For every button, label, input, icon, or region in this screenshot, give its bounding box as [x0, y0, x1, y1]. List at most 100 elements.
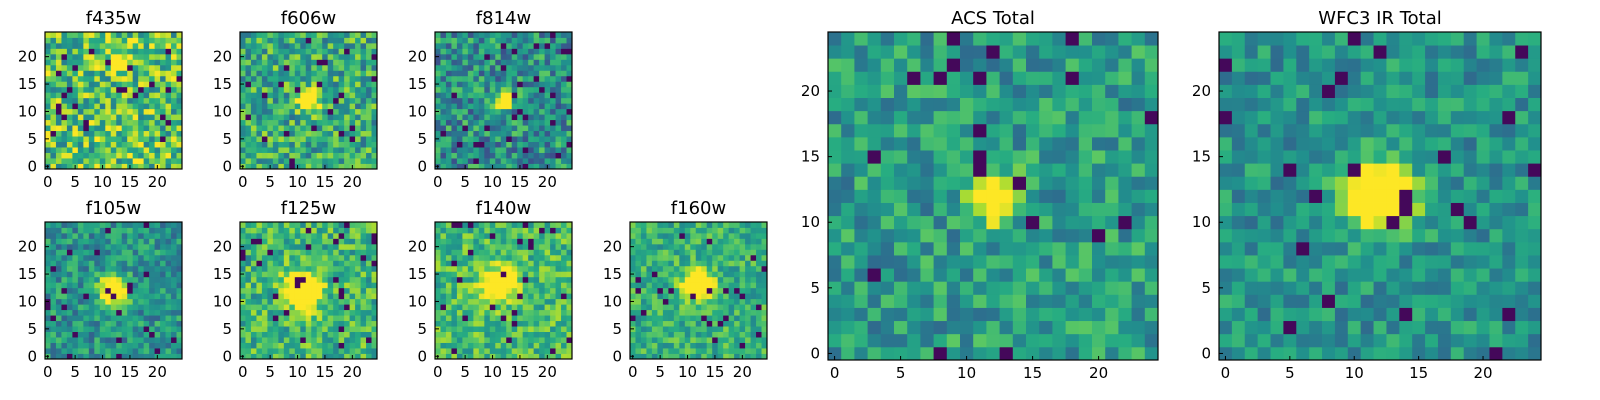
heatmap-cell	[841, 333, 855, 348]
heatmap-cell	[550, 254, 556, 261]
heatmap-cell	[88, 227, 95, 234]
heatmap-cell	[355, 222, 361, 228]
heatmap-cell	[360, 238, 367, 245]
heatmap-cell	[45, 64, 51, 71]
heatmap-cell	[316, 326, 323, 332]
heatmap-cell	[640, 232, 647, 239]
heatmap-cell	[311, 119, 318, 126]
heatmap-cell	[960, 268, 974, 282]
heatmap-cell	[668, 304, 675, 311]
heatmap-cell	[165, 64, 172, 71]
heatmap-cell	[440, 222, 447, 228]
heatmap-cell	[349, 114, 356, 121]
heatmap-cell	[267, 97, 274, 104]
heatmap-cell	[734, 243, 740, 250]
heatmap-cell	[94, 152, 101, 159]
heatmap-cell	[45, 141, 51, 148]
heatmap-cell	[289, 125, 296, 132]
heatmap-cell	[539, 86, 545, 93]
heatmap-cell	[544, 42, 551, 49]
heatmap-cell	[528, 243, 535, 250]
heatmap-cell	[756, 320, 762, 327]
heatmap-cell	[154, 92, 161, 99]
heatmap-cell	[116, 75, 123, 82]
y-tick-label: 0	[27, 347, 37, 365]
heatmap-cell	[171, 254, 177, 261]
heatmap-cell	[440, 232, 447, 239]
heatmap-cell	[72, 271, 79, 278]
heatmap-cell	[116, 147, 123, 153]
heatmap-cell	[250, 119, 257, 126]
heatmap-cell	[66, 276, 73, 283]
heatmap-cell	[761, 271, 768, 278]
heatmap-cell	[745, 271, 751, 278]
heatmap-cell	[435, 125, 441, 132]
heatmap-cell	[473, 92, 480, 99]
heatmap-cell	[143, 337, 150, 343]
heatmap-cell	[165, 326, 172, 332]
heatmap-cell	[245, 315, 252, 322]
heatmap-cell	[99, 348, 106, 354]
heatmap-cell	[484, 271, 491, 278]
heatmap-cell	[143, 348, 150, 354]
heatmap-cell	[550, 147, 556, 153]
heatmap-cell	[561, 249, 567, 256]
heatmap-cell	[500, 81, 507, 88]
heatmap-cell	[544, 59, 551, 66]
heatmap-cell	[673, 293, 680, 300]
heatmap-cell	[88, 276, 95, 283]
heatmap-cell	[72, 265, 79, 272]
heatmap-cell	[657, 271, 664, 278]
heatmap-cell	[701, 337, 708, 343]
heatmap-cell	[561, 304, 567, 311]
heatmap-cell	[739, 243, 746, 250]
heatmap-cell	[366, 320, 372, 327]
heatmap-cell	[999, 333, 1014, 348]
heatmap-cell	[355, 48, 361, 55]
heatmap-cell	[630, 254, 636, 261]
heatmap-cell	[440, 309, 447, 316]
heatmap-cell	[371, 271, 378, 278]
heatmap-cell	[160, 75, 166, 82]
heatmap-cell	[566, 315, 573, 322]
y-tick-label: 15	[18, 75, 37, 93]
heatmap-cell	[300, 130, 307, 137]
heatmap-cell	[495, 342, 502, 349]
heatmap-cell	[322, 315, 329, 322]
heatmap-cell	[154, 254, 161, 261]
heatmap-cell	[511, 125, 518, 132]
heatmap-cell	[245, 254, 252, 261]
heatmap-cell	[630, 315, 636, 322]
heatmap-cell	[539, 260, 545, 267]
x-tick-label: 15	[120, 173, 139, 191]
heatmap-cell	[484, 75, 491, 82]
heatmap-cell	[283, 147, 290, 153]
heatmap-cell	[176, 287, 183, 294]
heatmap-cell	[88, 152, 95, 159]
heatmap-cell	[539, 92, 545, 99]
heatmap-cell	[272, 103, 279, 110]
heatmap-cell	[327, 348, 334, 354]
heatmap-cell	[445, 119, 452, 126]
heatmap-cell	[72, 119, 79, 126]
heatmap-cell	[121, 293, 128, 300]
heatmap-cell	[695, 265, 702, 272]
heatmap-cell	[333, 32, 340, 38]
heatmap-cell	[171, 232, 177, 239]
heatmap-cell	[695, 326, 702, 332]
heatmap-cell	[278, 265, 285, 272]
heatmap-cell	[544, 309, 551, 316]
heatmap-cell	[478, 136, 485, 142]
heatmap-cell	[250, 315, 257, 322]
heatmap-cell	[316, 59, 323, 66]
heatmap-cell	[467, 53, 474, 60]
heatmap-cell	[322, 243, 329, 250]
heatmap-cell	[550, 331, 556, 338]
heatmap-cell	[473, 249, 480, 256]
heatmap-cell	[456, 130, 463, 137]
heatmap-cell	[1092, 189, 1106, 203]
heatmap-cell	[256, 130, 263, 137]
heatmap-cell	[506, 298, 513, 305]
heatmap-cell	[143, 326, 150, 332]
heatmap-cell	[933, 241, 948, 256]
